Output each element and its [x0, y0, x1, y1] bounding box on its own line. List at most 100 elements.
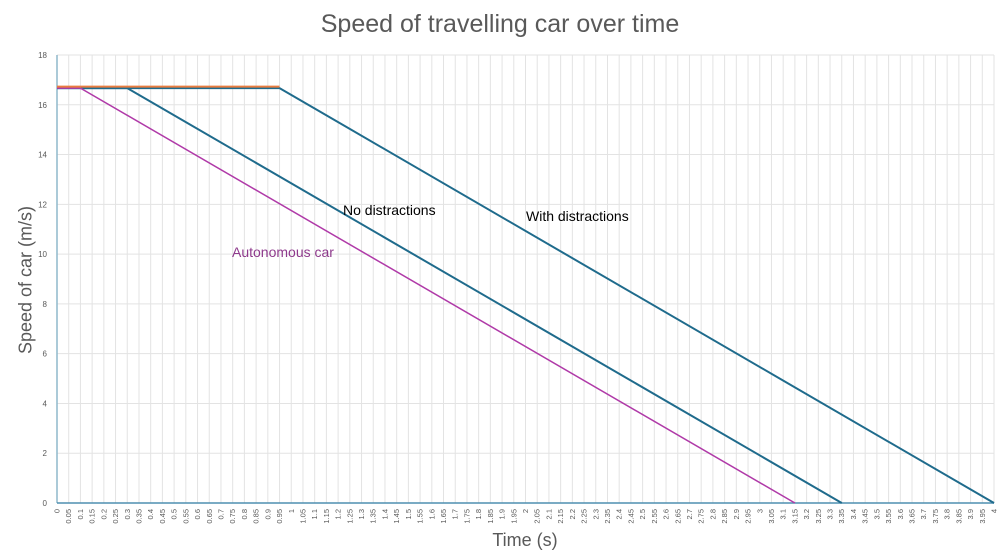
x-tick-label: 3.2	[802, 509, 811, 519]
series-line-no-distractions	[57, 87, 843, 504]
x-tick-label: 2.45	[626, 509, 635, 524]
series-line-with-distractions	[57, 87, 995, 504]
x-tick-label: 1.2	[334, 509, 343, 519]
x-tick-label: 1.9	[498, 509, 507, 519]
x-tick-label: 3.65	[908, 509, 917, 524]
x-tick-label: 0.7	[216, 509, 225, 519]
x-tick-label: 3.9	[966, 509, 975, 519]
x-tick-label: 1.75	[462, 509, 471, 524]
x-tick-label: 0.95	[275, 509, 284, 524]
x-tick-label: 2.25	[580, 509, 589, 524]
x-tick-label: 0.8	[240, 509, 249, 519]
y-tick-label: 4	[43, 399, 48, 408]
y-tick-label: 2	[43, 449, 48, 458]
x-tick-label: 2.85	[720, 509, 729, 524]
x-tick-label: 1	[287, 509, 296, 513]
annotation-with-distractions: With distractions	[526, 208, 629, 224]
x-tick-label: 2.1	[544, 509, 553, 519]
x-tick-label: 0.85	[252, 509, 261, 524]
x-tick-label: 0.3	[123, 509, 132, 519]
x-tick-label: 2.95	[744, 509, 753, 524]
x-tick-label: 2.7	[685, 509, 694, 519]
x-tick-label: 3.7	[919, 509, 928, 519]
x-tick-label: 2.55	[650, 509, 659, 524]
x-tick-label: 3.25	[814, 509, 823, 524]
x-tick-label: 1.55	[416, 509, 425, 524]
x-tick-label: 3.8	[943, 509, 952, 519]
x-tick-label: 1.65	[439, 509, 448, 524]
x-tick-label: 1.15	[322, 509, 331, 524]
x-tick-label: 0.1	[76, 509, 85, 519]
y-tick-label: 18	[38, 51, 47, 60]
x-tick-label: 3.1	[779, 509, 788, 519]
x-tick-label: 1.45	[392, 509, 401, 524]
y-tick-label: 6	[43, 350, 48, 359]
x-tick-label: 0.4	[146, 509, 155, 519]
x-tick-label: 1.5	[404, 509, 413, 519]
x-tick-label: 2.35	[603, 509, 612, 524]
x-tick-label: 2.8	[708, 509, 717, 519]
x-tick-label: 1.7	[451, 509, 460, 519]
x-tick-label: 3.95	[978, 509, 987, 524]
x-tick-label: 3.3	[826, 509, 835, 519]
x-tick-label: 0.65	[205, 509, 214, 524]
x-tick-label: 0	[53, 509, 62, 513]
annotation-autonomous-car: Autonomous car	[232, 244, 334, 260]
x-tick-label: 3.35	[837, 509, 846, 524]
x-tick-label: 1.3	[357, 509, 366, 519]
x-tick-label: 1.8	[474, 509, 483, 519]
x-tick-label: 2.15	[556, 509, 565, 524]
x-tick-label: 1.1	[310, 509, 319, 519]
x-tick-label: 2.05	[533, 509, 542, 524]
x-tick-label: 4	[990, 509, 999, 513]
x-tick-label: 0.15	[88, 509, 97, 524]
x-tick-label: 0.6	[193, 509, 202, 519]
x-tick-label: 2	[521, 509, 530, 513]
x-tick-label: 0.35	[134, 509, 143, 524]
x-tick-label: 3.75	[931, 509, 940, 524]
x-tick-label: 3	[755, 509, 764, 513]
x-tick-label: 2.5	[638, 509, 647, 519]
annotation-no-distractions: No distractions	[343, 202, 436, 218]
x-tick-label: 2.6	[662, 509, 671, 519]
x-tick-label: 3.5	[872, 509, 881, 519]
chart-title: Speed of travelling car over time	[320, 10, 680, 38]
x-tick-label: 3.15	[790, 509, 799, 524]
x-tick-label: 1.95	[509, 509, 518, 524]
x-tick-label: 1.05	[298, 509, 307, 524]
x-tick-label: 0.2	[99, 509, 108, 519]
y-tick-label: 14	[38, 151, 47, 160]
x-tick-label: 0.55	[181, 509, 190, 524]
x-tick-label: 0.9	[263, 509, 272, 519]
x-tick-label: 0.05	[64, 509, 73, 524]
x-tick-label: 0.25	[111, 509, 120, 524]
x-tick-label: 3.45	[861, 509, 870, 524]
x-tick-label: 2.65	[673, 509, 682, 524]
x-tick-label: 2.2	[568, 509, 577, 519]
series-line-autonomous-car	[57, 87, 796, 504]
x-tick-label: 1.4	[380, 509, 389, 519]
x-tick-label: 1.25	[345, 509, 354, 524]
x-tick-label: 0.45	[158, 509, 167, 524]
x-tick-label: 0.75	[228, 509, 237, 524]
y-tick-label: 16	[38, 101, 47, 110]
x-tick-label: 2.4	[615, 509, 624, 519]
y-tick-label: 10	[38, 250, 47, 259]
x-tick-label: 0.5	[170, 509, 179, 519]
x-tick-label: 2.3	[591, 509, 600, 519]
y-tick-label: 0	[43, 499, 48, 508]
y-tick-label: 12	[38, 200, 47, 209]
x-tick-label: 3.05	[767, 509, 776, 524]
y-tick-label: 8	[43, 300, 48, 309]
x-tick-label: 1.35	[369, 509, 378, 524]
x-tick-label: 3.85	[954, 509, 963, 524]
x-tick-label: 1.6	[427, 509, 436, 519]
x-tick-label: 1.85	[486, 509, 495, 524]
x-tick-label: 3.6	[896, 509, 905, 519]
x-axis-label: Time (s)	[492, 530, 558, 550]
x-tick-label: 3.55	[884, 509, 893, 524]
x-tick-label: 2.75	[697, 509, 706, 524]
x-tick-label: 2.9	[732, 509, 741, 519]
x-tick-label: 3.4	[849, 509, 858, 519]
